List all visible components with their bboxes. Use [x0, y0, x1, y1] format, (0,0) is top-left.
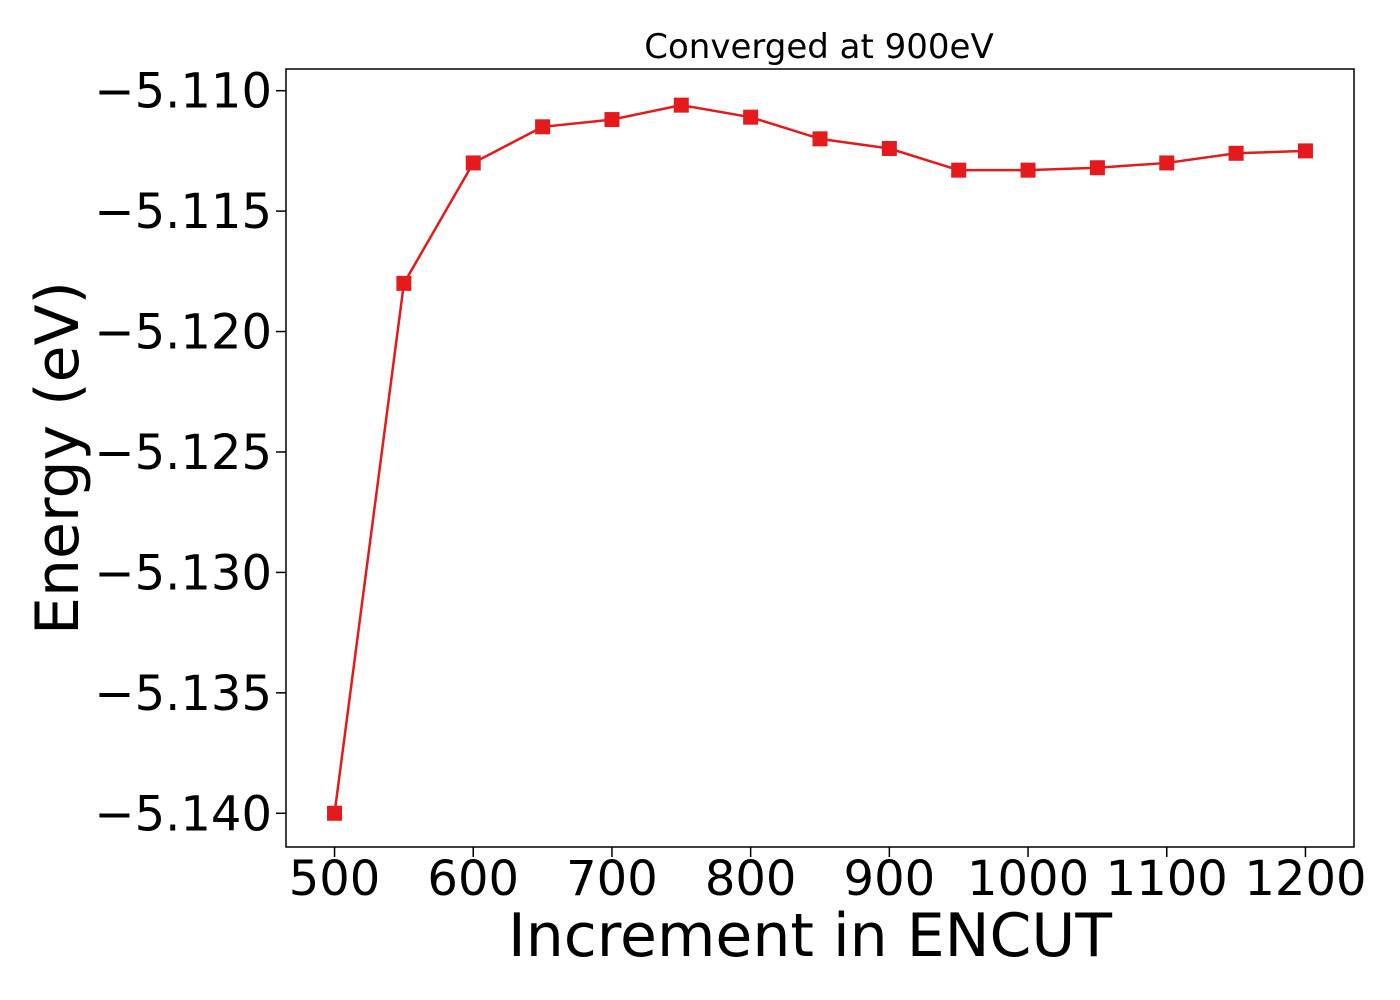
- x-tick-label: 1200: [1244, 851, 1366, 907]
- data-point: [535, 119, 551, 135]
- data-point: [1228, 145, 1244, 161]
- data-point: [951, 162, 967, 178]
- data-point: [812, 131, 828, 147]
- data-point: [465, 155, 481, 171]
- data-point: [604, 112, 620, 128]
- x-tick-label: 900: [844, 851, 936, 907]
- y-axis-label: Energy (eV): [23, 281, 93, 635]
- x-tick-label: 700: [566, 851, 658, 907]
- chart-title: Converged at 900eV: [644, 27, 993, 67]
- y-tick-label: −5.115: [94, 184, 272, 240]
- data-point: [743, 109, 759, 125]
- data-point: [881, 140, 897, 156]
- y-tick-label: −5.110: [94, 64, 272, 120]
- x-tick-label: 1000: [967, 851, 1089, 907]
- plot-area-frame: [285, 68, 1355, 848]
- y-tick-label: −5.120: [94, 305, 272, 361]
- y-tick-label: −5.135: [94, 666, 272, 722]
- x-tick-label: 600: [427, 851, 519, 907]
- y-tick-label: −5.140: [94, 786, 272, 842]
- x-tick-label: 500: [289, 851, 381, 907]
- y-tick-label: −5.130: [94, 545, 272, 601]
- y-tick-label: −5.125: [94, 425, 272, 481]
- series-line: [333, 103, 1306, 814]
- data-point: [396, 275, 412, 291]
- data-point: [673, 97, 689, 113]
- data-point: [1159, 155, 1175, 171]
- y-axis: −5.110 −5.115 −5.120 −5.125 −5.130 −5.135 −5.1…: [94, 64, 286, 842]
- x-axis: 500 600 700 800 900 1000 1100 1200: [289, 847, 1367, 907]
- data-point: [1297, 143, 1313, 159]
- data-point: [1020, 162, 1036, 178]
- x-tick-label: 1100: [1106, 851, 1228, 907]
- series-layer: [327, 97, 1313, 821]
- data-point: [327, 805, 343, 821]
- x-tick-label: 800: [705, 851, 797, 907]
- x-axis-label: Increment in ENCUT: [508, 901, 1112, 971]
- data-point: [1089, 160, 1105, 176]
